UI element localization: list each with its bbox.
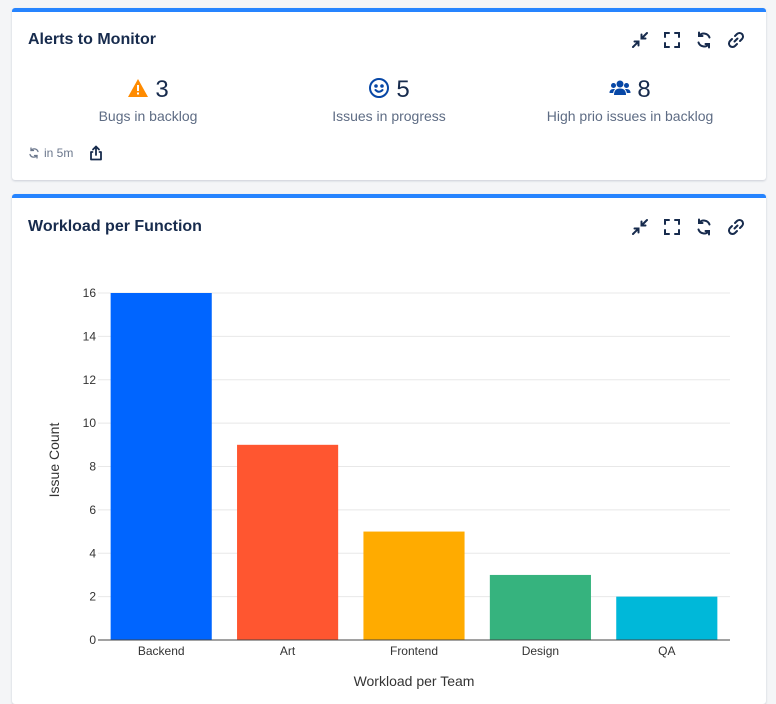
stat-bugs-in-backlog[interactable]: 3 Bugs in backlog bbox=[23, 75, 273, 124]
stat-value: 8 bbox=[637, 76, 651, 103]
y-tick-label: 16 bbox=[83, 286, 97, 300]
stat-value: 5 bbox=[396, 76, 410, 103]
bar-frontend[interactable] bbox=[363, 531, 465, 640]
users-icon bbox=[609, 77, 631, 104]
refresh-icon[interactable] bbox=[694, 30, 714, 50]
workload-card-actions bbox=[630, 217, 746, 237]
x-axis-title: Workload per Team bbox=[354, 673, 475, 689]
alerts-card-footer: in 5m bbox=[28, 144, 105, 162]
fullscreen-icon[interactable] bbox=[662, 30, 682, 50]
x-tick-label: QA bbox=[658, 644, 675, 658]
stat-label: Issues in progress bbox=[332, 108, 446, 124]
minimize-icon[interactable] bbox=[630, 30, 650, 50]
alerts-card-title: Alerts to Monitor bbox=[28, 31, 156, 48]
x-tick-label: Backend bbox=[138, 644, 185, 658]
minimize-icon[interactable] bbox=[630, 217, 650, 237]
bar-backend[interactable] bbox=[110, 293, 212, 640]
alerts-card: Alerts to Monitor bbox=[12, 8, 766, 180]
alerts-card-actions bbox=[630, 30, 746, 50]
y-tick-label: 14 bbox=[83, 329, 97, 343]
alert-stats: 3 Bugs in backlog 5 Issues in progress 8… bbox=[12, 75, 766, 135]
workload-card-title: Workload per Function bbox=[28, 218, 202, 235]
stat-label: Bugs in backlog bbox=[98, 108, 198, 124]
auto-refresh-note: in 5m bbox=[28, 146, 73, 160]
smiley-icon bbox=[368, 77, 390, 104]
x-tick-label: Design bbox=[522, 644, 559, 658]
chart-bars bbox=[110, 293, 718, 640]
chart-axes: 0 2 4 6 8 10 12 14 16 Backend Art Frontend Design QA bbox=[83, 286, 730, 658]
refresh-icon[interactable] bbox=[694, 217, 714, 237]
y-tick-label: 6 bbox=[89, 503, 96, 517]
stat-issues-in-progress[interactable]: 5 Issues in progress bbox=[264, 75, 514, 124]
stat-value: 3 bbox=[155, 76, 169, 103]
link-icon[interactable] bbox=[726, 217, 746, 237]
fullscreen-icon[interactable] bbox=[662, 217, 682, 237]
y-tick-label: 2 bbox=[89, 590, 96, 604]
stat-label: High prio issues in backlog bbox=[546, 108, 714, 124]
x-tick-label: Frontend bbox=[390, 644, 438, 658]
refresh-small-icon bbox=[29, 147, 39, 159]
link-icon[interactable] bbox=[726, 30, 746, 50]
y-tick-label: 4 bbox=[89, 546, 96, 560]
share-icon[interactable] bbox=[87, 144, 105, 162]
workload-card: Workload per Function bbox=[12, 194, 766, 704]
stat-high-prio-issues[interactable]: 8 High prio issues in backlog bbox=[505, 75, 755, 124]
y-tick-label: 8 bbox=[89, 460, 96, 474]
y-tick-label: 10 bbox=[83, 416, 97, 430]
refresh-text: in 5m bbox=[44, 146, 74, 160]
y-tick-label: 0 bbox=[89, 633, 96, 647]
y-axis-title: Issue Count bbox=[46, 423, 62, 498]
bar-qa[interactable] bbox=[616, 596, 718, 640]
bar-design[interactable] bbox=[489, 574, 591, 640]
warning-icon bbox=[127, 77, 149, 104]
bar-art[interactable] bbox=[237, 444, 339, 640]
x-tick-label: Art bbox=[280, 644, 296, 658]
y-tick-label: 12 bbox=[83, 373, 97, 387]
